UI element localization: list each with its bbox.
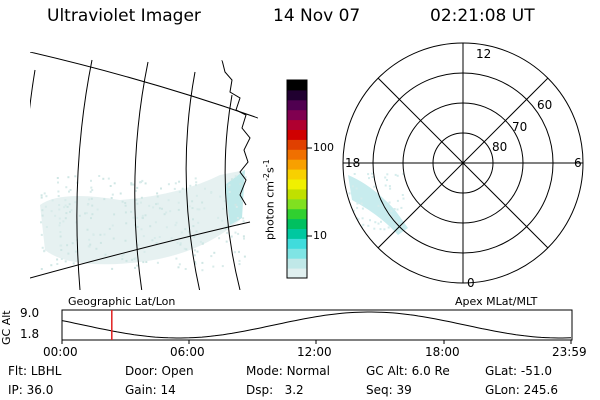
orbit-xtick-0: 00:00: [43, 345, 78, 359]
colorbar-segment: [287, 109, 307, 121]
aurora-speckles: [40, 175, 247, 272]
colorbar-unit: photon cm-2s-1: [262, 159, 277, 240]
status-glon: GLon: 245.6: [485, 383, 558, 397]
polar-panel-label: Apex MLat/MLT: [455, 295, 538, 308]
colorbar-tick-10: 10: [313, 229, 327, 242]
mlt-label-12: 12: [476, 47, 492, 61]
orbit-xtick-4: 23:59: [552, 345, 587, 359]
geographic-map: [30, 52, 258, 290]
lat-label-60: 60: [537, 98, 553, 112]
colorbar-segment: [287, 80, 307, 91]
orbit-xtick-1: 06:00: [170, 345, 205, 359]
instrument-title: Ultraviolet Imager: [47, 6, 201, 26]
status-ip: IP: 36.0: [8, 383, 54, 397]
status-gc-alt: GC Alt: 6.0 Re: [366, 364, 450, 378]
colorbar-segment: [287, 89, 307, 101]
orbit-xtick-3: 18:00: [425, 345, 460, 359]
mlt-label-6: 6: [574, 156, 582, 170]
colorbar-segment: [287, 149, 307, 160]
coastline: [221, 59, 251, 206]
mlt-label-18: 18: [345, 156, 361, 170]
colorbar-tick-100: 100: [313, 141, 334, 154]
colorbar-segment: [287, 198, 307, 210]
mlt-label-0: 0: [467, 276, 475, 290]
colorbar-segment: [287, 208, 307, 220]
colorbar-segment: [287, 99, 307, 111]
status-glat: GLat: -51.0: [485, 364, 552, 378]
date-label: 14 Nov 07: [273, 6, 361, 26]
colorbar-segment: [287, 159, 307, 170]
colorbar: [287, 80, 307, 279]
colorbar-segment: [287, 228, 307, 239]
colorbar-segment: [287, 268, 307, 279]
colorbar-segment: [287, 248, 307, 259]
orbit-plot: [61, 309, 573, 344]
status-dsp: Dsp: 3.2: [246, 383, 304, 397]
polar-plot: [342, 42, 584, 284]
orbit-ylabel: GC Alt: [0, 310, 13, 345]
colorbar-segment: [287, 188, 307, 200]
colorbar-segment: [287, 258, 307, 269]
orbit-xtick-2: 12:00: [297, 345, 332, 359]
time-label: 02:21:08 UT: [430, 6, 535, 26]
status-mode: Mode: Normal: [246, 364, 330, 378]
orbit-ytick-low: 1.8: [20, 327, 40, 341]
colorbar-segment: [287, 129, 307, 140]
colorbar-segment: [287, 218, 307, 229]
orbit-ytick-high: 9.0: [20, 306, 40, 320]
status-filter: Flt: LBHL: [8, 364, 62, 378]
colorbar-segment: [287, 238, 307, 249]
colorbar-segment: [287, 119, 307, 130]
colorbar-segment: [287, 179, 307, 190]
colorbar-segment: [287, 139, 307, 150]
geo-panel-label: Geographic Lat/Lon: [68, 295, 176, 308]
lat-lon-grid: [30, 52, 258, 290]
lat-label-80: 80: [492, 140, 508, 154]
status-seq: Seq: 39: [366, 383, 412, 397]
status-gain: Gain: 14: [125, 383, 176, 397]
status-door: Door: Open: [125, 364, 194, 378]
lat-label-70: 70: [512, 120, 528, 134]
colorbar-segment: [287, 169, 307, 180]
